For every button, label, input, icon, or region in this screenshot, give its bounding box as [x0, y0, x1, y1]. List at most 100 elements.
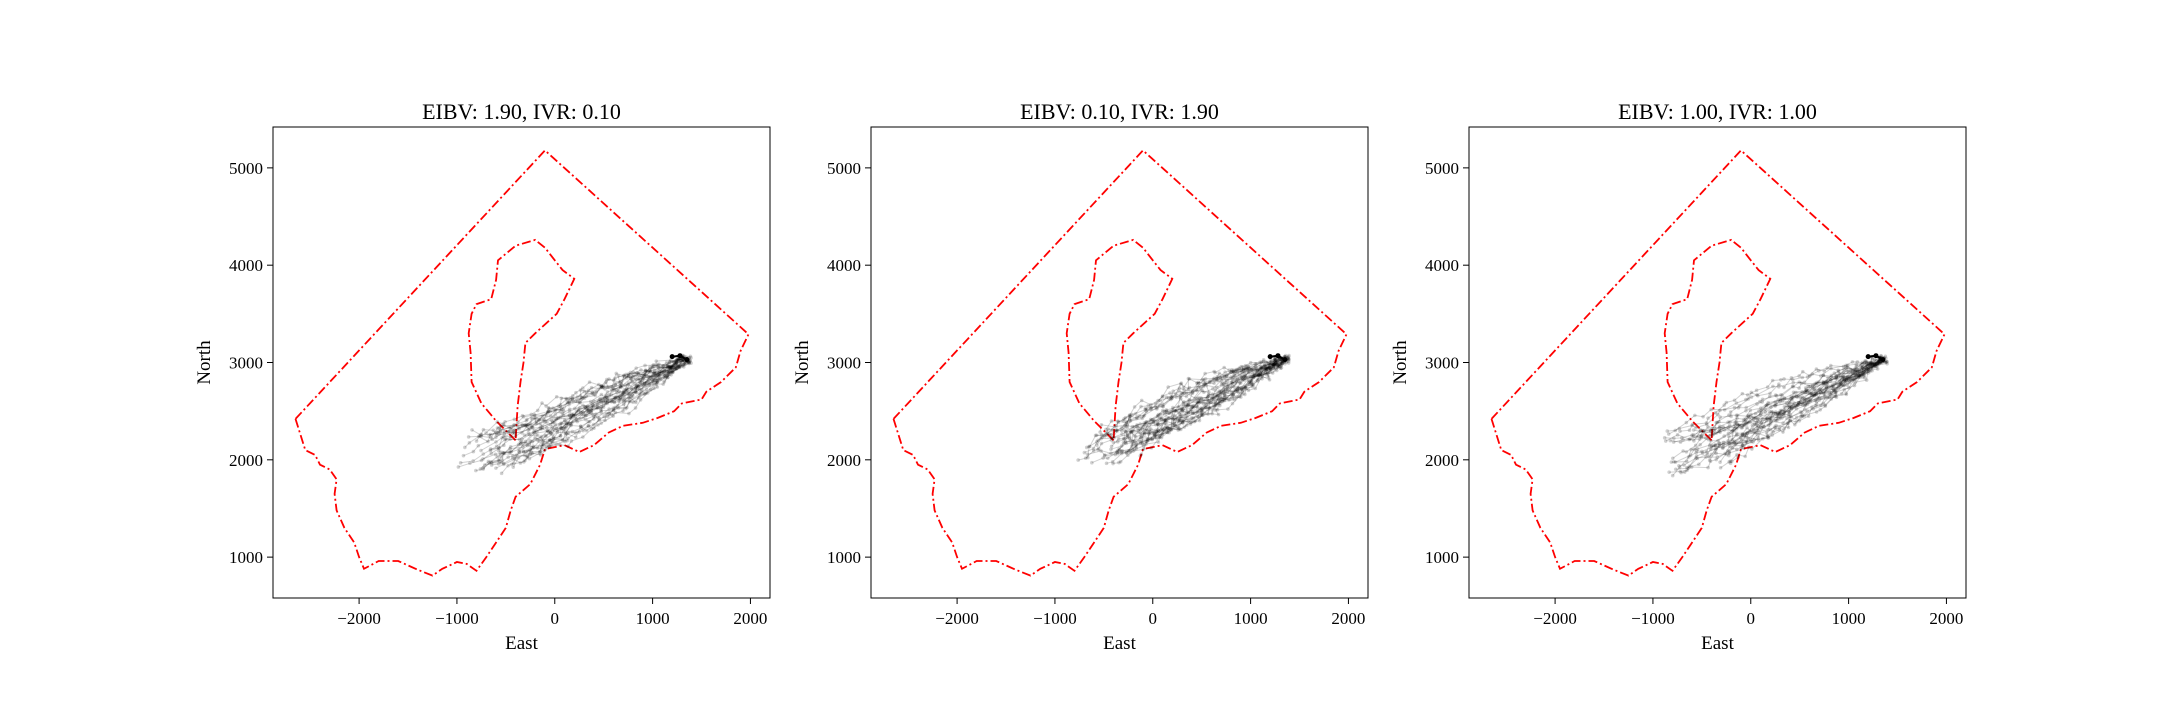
- trajectory-point: [479, 458, 484, 463]
- trajectory-point: [1734, 413, 1739, 418]
- trajectory-point: [1803, 386, 1808, 390]
- trajectory-point: [1141, 414, 1146, 419]
- trajectory-point: [574, 418, 579, 422]
- trajectory-point: [1844, 377, 1849, 382]
- trajectory-point: [1173, 409, 1177, 413]
- trajectory-point: [553, 422, 558, 427]
- trajectory-point: [1708, 429, 1713, 433]
- trajectory-point: [626, 382, 630, 387]
- trajectory-point: [495, 430, 500, 434]
- trajectory-point: [1866, 366, 1871, 370]
- trajectory-point: [1864, 378, 1869, 382]
- trajectory-line: [1671, 357, 1882, 463]
- trajectory-point: [652, 371, 656, 376]
- trajectory-point: [1687, 428, 1692, 433]
- trajectory-point: [1692, 447, 1697, 452]
- trajectory-point: [633, 389, 637, 394]
- trajectory-point: [1170, 421, 1175, 425]
- trajectory-point: [668, 360, 672, 364]
- trajectory-point: [558, 422, 562, 427]
- trajectory-point: [1206, 393, 1211, 397]
- trajectory-point: [669, 365, 673, 370]
- trajectory-point: [1863, 359, 1867, 364]
- trajectory-point: [1844, 377, 1849, 381]
- trajectory-point: [1841, 370, 1846, 375]
- trajectory-point: [1750, 447, 1754, 451]
- trajectory-point: [1128, 450, 1132, 455]
- trajectory-point: [479, 434, 484, 439]
- trajectory-point: [1273, 362, 1277, 366]
- trajectory-point: [1258, 371, 1263, 376]
- trajectory-point: [538, 449, 542, 454]
- trajectory-line: [1701, 363, 1888, 437]
- trajectory-point: [501, 451, 505, 455]
- trajectory-point: [1268, 370, 1272, 374]
- trajectory-point: [1212, 376, 1217, 381]
- trajectory-point: [1186, 410, 1191, 415]
- trajectory-point: [1815, 396, 1820, 401]
- trajectory-point: [609, 400, 614, 404]
- trajectory-point: [1868, 361, 1873, 365]
- trajectory-point: [1218, 403, 1222, 408]
- trajectory-point: [518, 440, 523, 445]
- trajectory-point: [533, 413, 537, 417]
- trajectory-point: [1799, 381, 1804, 386]
- trajectory-point: [1744, 420, 1748, 425]
- trajectory-point: [1146, 437, 1150, 442]
- trajectory-point: [1776, 412, 1780, 417]
- outer-boundary: [892, 149, 1348, 577]
- trajectory-point: [1743, 417, 1748, 422]
- trajectory-line: [1097, 361, 1287, 454]
- trajectory-point: [1096, 446, 1101, 451]
- trajectory-point: [1121, 440, 1126, 445]
- trajectory-point: [1766, 427, 1770, 432]
- trajectory-point: [1177, 389, 1181, 393]
- trajectory-line: [1096, 359, 1286, 437]
- trajectory-point: [1229, 367, 1234, 372]
- trajectory-point: [1744, 405, 1749, 410]
- trajectory-point: [1684, 420, 1689, 425]
- trajectory-point: [1246, 368, 1250, 373]
- trajectory-point: [1727, 444, 1732, 449]
- trajectory-point: [540, 434, 544, 439]
- trajectory-point: [474, 439, 479, 443]
- trajectory-point: [1230, 393, 1235, 397]
- trajectory-point: [1199, 411, 1204, 416]
- trajectory-point: [1218, 392, 1223, 396]
- trajectory-point: [1232, 384, 1237, 389]
- trajectory-point: [1777, 382, 1781, 387]
- trajectory-point: [1827, 389, 1832, 394]
- trajectory-point: [1844, 378, 1849, 382]
- trajectory-point: [581, 410, 585, 415]
- trajectory-point: [1215, 385, 1219, 390]
- trajectory-point: [1169, 396, 1174, 401]
- trajectory-point: [1115, 429, 1119, 433]
- trajectory-line: [483, 362, 690, 469]
- trajectory-point: [1800, 413, 1804, 417]
- trajectory-point: [668, 367, 673, 371]
- trajectory-point: [1789, 406, 1794, 411]
- trajectory-point: [1115, 450, 1120, 454]
- trajectory-point: [1782, 396, 1787, 401]
- trajectory-point: [1782, 411, 1786, 416]
- trajectory-point: [578, 410, 583, 415]
- trajectory-point: [562, 418, 567, 422]
- trajectory-point: [637, 392, 642, 397]
- trajectory-point: [569, 422, 573, 427]
- trajectory-point: [1693, 443, 1698, 448]
- trajectory-point: [1099, 441, 1104, 446]
- trajectory-point: [565, 400, 570, 404]
- trajectory-point: [532, 431, 537, 436]
- trajectory-point: [1826, 384, 1831, 388]
- trajectory-point: [624, 376, 629, 380]
- trajectory-point: [567, 413, 572, 418]
- trajectory-point: [513, 455, 518, 460]
- trajectory-point: [1273, 358, 1278, 362]
- trajectory-point: [1191, 388, 1195, 393]
- trajectory-point: [650, 364, 655, 368]
- trajectory-point: [653, 372, 657, 377]
- trajectory-line: [1678, 360, 1885, 467]
- trajectory-point: [1131, 428, 1135, 433]
- trajectory-point: [585, 407, 589, 412]
- trajectory-point: [654, 371, 659, 376]
